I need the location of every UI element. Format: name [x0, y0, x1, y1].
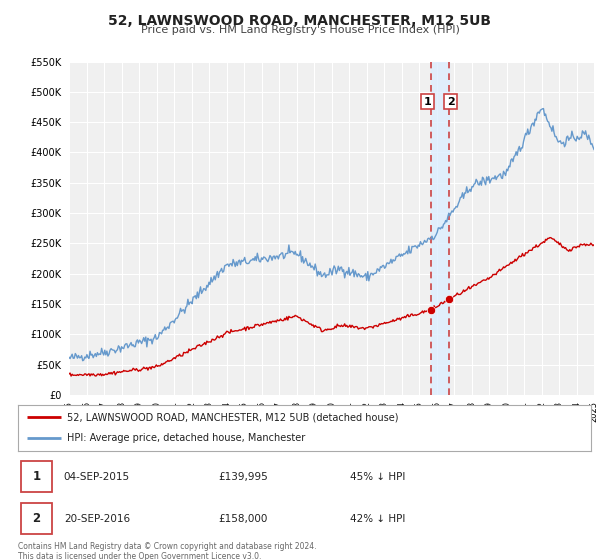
Text: 2: 2: [446, 96, 454, 106]
Text: Price paid vs. HM Land Registry's House Price Index (HPI): Price paid vs. HM Land Registry's House …: [140, 25, 460, 35]
Text: Contains HM Land Registry data © Crown copyright and database right 2024.
This d: Contains HM Land Registry data © Crown c…: [18, 542, 317, 560]
Text: HPI: Average price, detached house, Manchester: HPI: Average price, detached house, Manc…: [67, 433, 305, 444]
Bar: [431, 62, 449, 395]
Text: 20-SEP-2016: 20-SEP-2016: [64, 514, 130, 524]
Text: 2: 2: [32, 512, 40, 525]
Text: 04-SEP-2015: 04-SEP-2015: [64, 472, 130, 482]
FancyBboxPatch shape: [21, 503, 52, 534]
Text: 42% ↓ HPI: 42% ↓ HPI: [350, 514, 406, 524]
Text: £158,000: £158,000: [218, 514, 268, 524]
Text: 1: 1: [32, 470, 40, 483]
FancyBboxPatch shape: [21, 461, 52, 492]
Text: 45% ↓ HPI: 45% ↓ HPI: [350, 472, 406, 482]
Text: 1: 1: [424, 96, 431, 106]
Text: 52, LAWNSWOOD ROAD, MANCHESTER, M12 5UB (detached house): 52, LAWNSWOOD ROAD, MANCHESTER, M12 5UB …: [67, 412, 398, 422]
Text: 52, LAWNSWOOD ROAD, MANCHESTER, M12 5UB: 52, LAWNSWOOD ROAD, MANCHESTER, M12 5UB: [109, 14, 491, 28]
Text: £139,995: £139,995: [218, 472, 268, 482]
